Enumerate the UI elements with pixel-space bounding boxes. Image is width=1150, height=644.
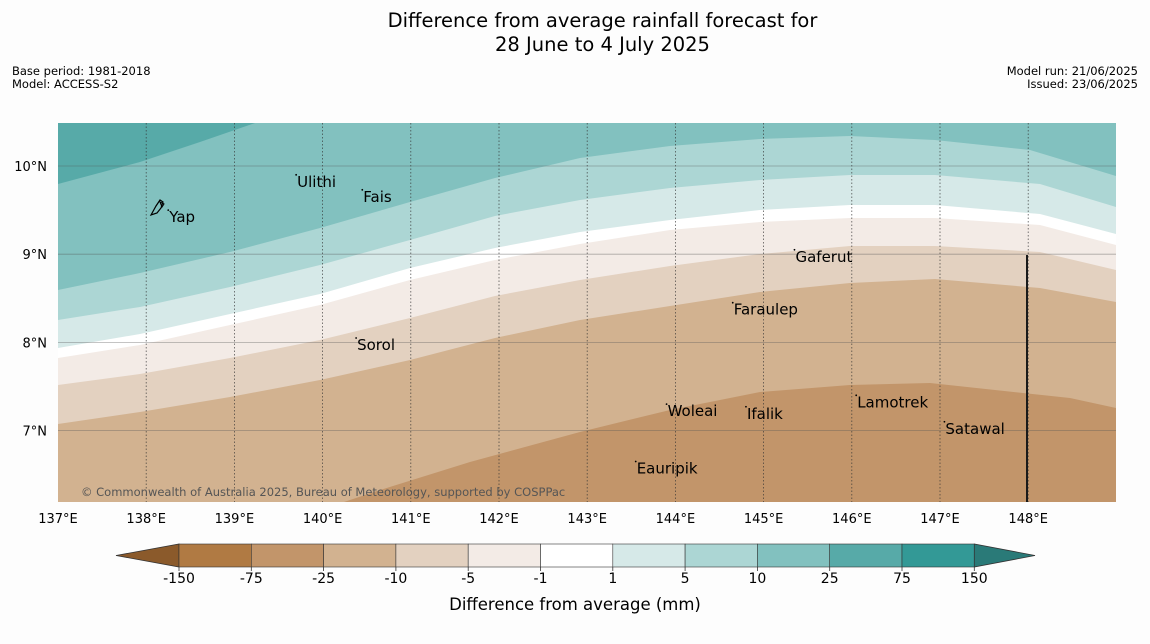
longitude-tick-label: 140°E	[303, 512, 343, 527]
colorbar-tick-label: 1	[608, 571, 617, 587]
colorbar-tick-label: -1	[534, 571, 548, 587]
place-marker	[361, 188, 364, 191]
longitude-tick-label: 145°E	[744, 512, 784, 527]
latitude-tick-label: 9°N	[23, 248, 48, 263]
longitude-tick-label: 143°E	[567, 512, 607, 527]
place-label: Satawal	[945, 420, 1004, 438]
place-label: Lamotrek	[857, 393, 928, 411]
place-label: Faraulep	[734, 301, 798, 319]
place-label: Eauripik	[637, 459, 698, 477]
longitude-tick-label: 147°E	[920, 512, 960, 527]
longitude-tick-label: 139°E	[215, 512, 255, 527]
place-marker	[634, 460, 637, 463]
colorbar-extension-low	[115, 543, 180, 568]
colorbar-segment	[757, 543, 831, 568]
colorbar-tick-label: -5	[461, 571, 475, 587]
longitude-tick-label: 142°E	[479, 512, 519, 527]
colorbar-label: Difference from average (mm)	[449, 595, 701, 614]
place-label: Gaferut	[795, 248, 852, 266]
longitude-tick-label: 148°E	[1008, 512, 1048, 527]
place-marker	[665, 403, 668, 406]
colorbar-tick-label: -75	[240, 571, 263, 587]
model-run-text: Model run: 21/06/2025	[1006, 64, 1138, 78]
colorbar-segment	[901, 543, 975, 568]
colorbar: -150 -75 -25 -10 -5 -1 1 5 10 25 75 150	[115, 543, 1036, 587]
colorbar-segment	[395, 543, 469, 568]
latitude-labels: 10°N 9°N 8°N 7°N	[14, 160, 47, 440]
colorbar-segment	[323, 543, 397, 568]
place-label: Sorol	[357, 336, 395, 354]
colorbar-segment	[251, 543, 324, 568]
band-25-to-75	[58, 123, 255, 184]
colorbar-segment	[467, 543, 541, 568]
base-period-text: Base period: 1981-2018	[12, 64, 151, 78]
place-label: Fais	[363, 188, 392, 206]
colorbar-segment	[178, 543, 252, 568]
place-label: Woleai	[668, 402, 718, 420]
place-label: Ulithi	[297, 173, 336, 191]
metadata-right: Model run: 21/06/2025 Issued: 23/06/2025	[1007, 65, 1138, 91]
latitude-tick-label: 7°N	[23, 425, 48, 440]
colorbar-tick-label: 150	[961, 571, 988, 587]
longitude-tick-label: 138°E	[126, 512, 166, 527]
place-label: Ifalik	[747, 405, 783, 423]
colorbar-tick-label: 10	[748, 571, 766, 587]
longitude-labels: 137°E 138°E 139°E 140°E 141°E 142°E 143°E 144°E…	[38, 512, 1048, 527]
place-marker	[793, 248, 796, 251]
model-text: Model: ACCESS-S2	[12, 77, 119, 91]
place-label: Yap	[168, 208, 195, 226]
colorbar-tick-label: -10	[384, 571, 407, 587]
copyright-notice: © Commonwealth of Australia 2025, Bureau…	[81, 485, 565, 499]
yap-island-outline	[149, 199, 165, 217]
colorbar-tick-label: -150	[163, 571, 195, 587]
band-10-to-25	[58, 123, 1116, 290]
issued-text: Issued: 23/06/2025	[1027, 77, 1138, 91]
colorbar-segment	[612, 543, 686, 568]
map-title: Difference from average rainfall forecas…	[0, 9, 1150, 57]
longitude-tick-label: 144°E	[656, 512, 696, 527]
metadata-left: Base period: 1981-2018 Model: ACCESS-S2	[12, 65, 151, 91]
colorbar-extension-high	[973, 543, 1036, 568]
place-labels: Ulithi Yap Fais Gaferut Faraulep Sorol Lamotre…	[167, 173, 1005, 477]
colorbar-tick-label: 75	[893, 571, 911, 587]
graticule	[58, 123, 1116, 502]
place-marker	[355, 337, 358, 339]
colorbar-segment	[684, 543, 758, 568]
latitude-tick-label: 8°N	[23, 336, 48, 351]
place-marker	[745, 405, 747, 408]
colorbar-tick-label: 5	[681, 571, 690, 587]
place-marker	[295, 173, 298, 176]
colorbar-tick-label: -25	[312, 571, 335, 587]
place-marker	[943, 420, 946, 423]
longitude-tick-label: 146°E	[832, 512, 872, 527]
colorbar-segment	[540, 543, 614, 568]
colorbar-tick-label: 25	[821, 571, 839, 587]
title-line-1: Difference from average rainfall forecas…	[387, 9, 818, 32]
place-marker	[855, 394, 858, 397]
colorbar-segment	[829, 543, 903, 568]
longitude-tick-label: 137°E	[38, 512, 78, 527]
place-marker	[167, 209, 170, 212]
place-marker	[731, 301, 734, 304]
longitude-tick-label: 141°E	[391, 512, 431, 527]
title-line-2: 28 June to 4 July 2025	[495, 33, 710, 56]
latitude-tick-label: 10°N	[14, 160, 47, 175]
